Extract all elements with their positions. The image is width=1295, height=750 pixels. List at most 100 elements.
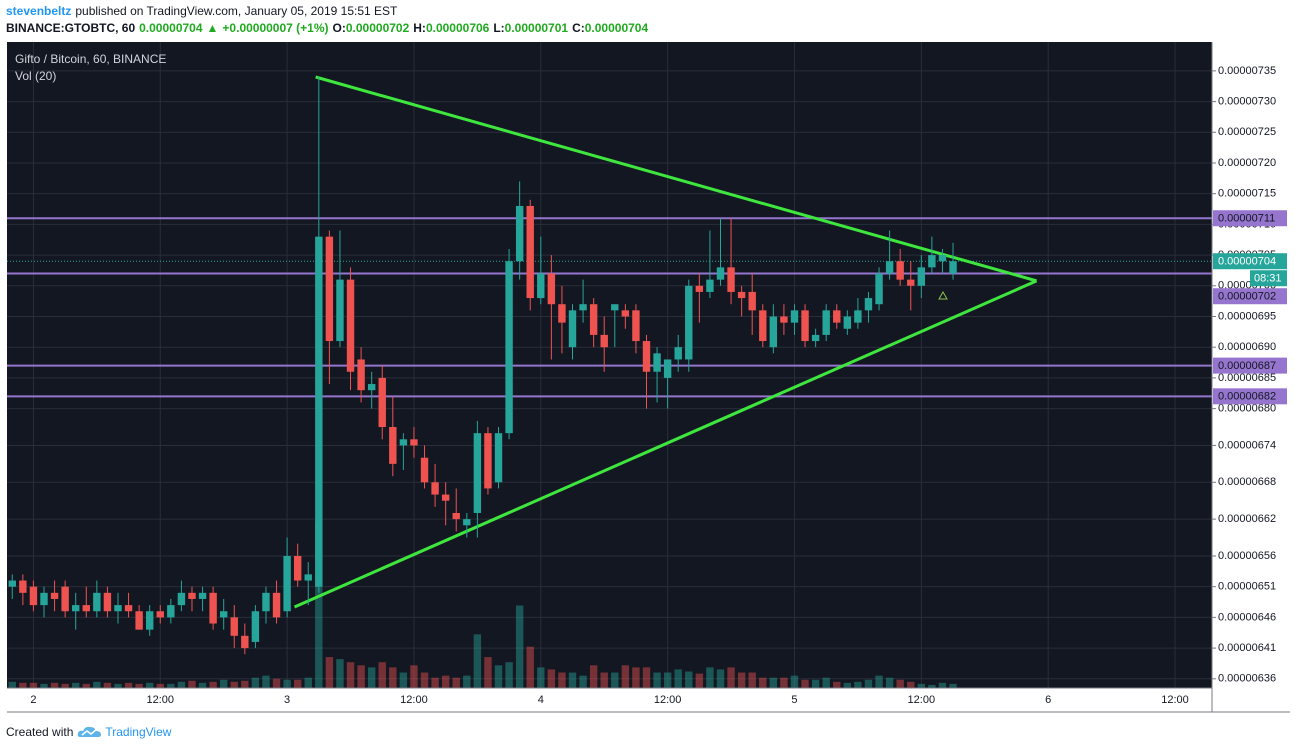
candle-body xyxy=(188,592,196,599)
candle-body xyxy=(790,310,799,323)
candle-body xyxy=(642,341,651,372)
y-tick-label: 0.00000641 xyxy=(1218,642,1276,654)
volume-bar xyxy=(336,659,344,688)
volume-bar xyxy=(29,682,38,688)
volume-bar xyxy=(685,671,693,688)
volume-bar xyxy=(357,665,365,688)
volume-bar xyxy=(135,683,143,688)
last-price-label: 0.00000704 xyxy=(1218,256,1276,268)
volume-bar xyxy=(494,665,503,688)
volume-bar xyxy=(431,677,439,688)
volume-bar xyxy=(568,672,577,688)
candle-body xyxy=(431,482,439,495)
chart: 0.00000735 0.00000730 0.00000725 0.00000720… xyxy=(7,42,1290,713)
volume-bar xyxy=(642,667,651,688)
candle-body xyxy=(611,304,619,311)
candle-body xyxy=(769,316,778,348)
candle-body xyxy=(579,304,587,311)
x-tick-label: 4 xyxy=(538,694,544,706)
volume-bar xyxy=(378,662,386,688)
volume-bar xyxy=(93,681,101,688)
candle-body xyxy=(674,347,682,360)
level-label: 0.00000682 xyxy=(1218,391,1276,403)
candle-body xyxy=(695,285,704,292)
candle-body xyxy=(420,457,429,483)
candle-body xyxy=(759,310,767,342)
publish-line: stevenbeltz published on TradingView.com,… xyxy=(6,4,397,18)
candle-body xyxy=(653,353,661,372)
volume-bar xyxy=(632,667,640,688)
candle-body xyxy=(505,261,513,434)
candle-body xyxy=(19,580,27,593)
volume-bar xyxy=(928,684,936,688)
y-tick-label: 0.00000720 xyxy=(1218,157,1276,169)
volume-bar xyxy=(283,679,291,688)
candle-body xyxy=(262,592,270,612)
footer: Created with TradingView xyxy=(6,724,171,740)
volume-label: Vol (20) xyxy=(15,69,56,83)
candle-body xyxy=(843,316,852,329)
author[interactable]: stevenbeltz xyxy=(6,4,72,18)
candle-body xyxy=(315,236,323,587)
volume-bar xyxy=(621,665,630,688)
volume-bar xyxy=(706,667,714,688)
y-tick-label: 0.00000730 xyxy=(1218,95,1276,107)
x-tick-label: 12:00 xyxy=(908,694,936,706)
volume-bar xyxy=(674,669,682,688)
x-tick-label: 12:00 xyxy=(1161,694,1189,706)
level-label: 0.00000711 xyxy=(1218,213,1275,225)
volume-bar xyxy=(198,682,207,688)
candle-body xyxy=(177,592,186,606)
candle-body xyxy=(938,255,947,262)
volume-bar xyxy=(293,679,302,688)
candle-body xyxy=(473,433,482,513)
candle-body xyxy=(706,279,714,292)
candle-body xyxy=(124,605,133,612)
volume-bar xyxy=(389,667,397,688)
volume-bar xyxy=(907,681,915,688)
candle-body xyxy=(737,291,746,299)
volume-bar xyxy=(399,672,408,688)
level-label: 0.00000702 xyxy=(1218,291,1276,303)
arrow: ▲ xyxy=(206,21,219,35)
y-tick-label: 0.00000674 xyxy=(1218,439,1276,451)
volume-bar xyxy=(8,681,16,688)
brand[interactable]: TradingView xyxy=(105,725,172,739)
volume-bar xyxy=(145,682,154,688)
candle-body xyxy=(452,512,460,520)
level-label-box xyxy=(1213,288,1287,305)
volume-bar xyxy=(917,683,926,688)
volume-bar xyxy=(727,667,735,688)
y-tick-label: 0.00000646 xyxy=(1218,611,1276,623)
volume-bar xyxy=(473,634,482,688)
ohlc-value: 0.00000701 xyxy=(504,21,569,35)
y-tick-label: 0.00000636 xyxy=(1218,673,1276,685)
volume-bar xyxy=(833,681,841,688)
countdown: 08:31 xyxy=(1254,273,1282,285)
symbol-line: BINANCE:GTOBTC, 60 0.00000704 ▲ +0.00000007… xyxy=(6,21,648,35)
volume-bar xyxy=(801,679,809,688)
candle-body xyxy=(378,377,386,428)
volume-bar xyxy=(822,677,830,688)
candle-body xyxy=(8,580,16,587)
volume-bar xyxy=(209,681,217,688)
candle-body xyxy=(748,291,756,311)
volume-bar xyxy=(790,675,799,688)
candle-body xyxy=(251,611,260,642)
candle-body xyxy=(156,611,164,618)
candle-body xyxy=(494,433,503,483)
x-tick-label: 12:00 xyxy=(400,694,428,706)
candle-body xyxy=(896,261,904,280)
candle-body xyxy=(875,273,883,305)
signal-marker xyxy=(938,290,948,300)
candle-body xyxy=(663,359,672,378)
candle-body xyxy=(441,494,450,501)
candle-body xyxy=(484,433,492,489)
volume-bar xyxy=(219,679,228,688)
candle-body xyxy=(568,310,577,348)
volume-bar xyxy=(589,665,598,688)
symbol: BINANCE:GTOBTC, 60 xyxy=(6,21,136,35)
volume-bar xyxy=(241,680,249,688)
volume-bar xyxy=(177,681,186,688)
y-tick-label: 0.00000680 xyxy=(1218,403,1276,415)
